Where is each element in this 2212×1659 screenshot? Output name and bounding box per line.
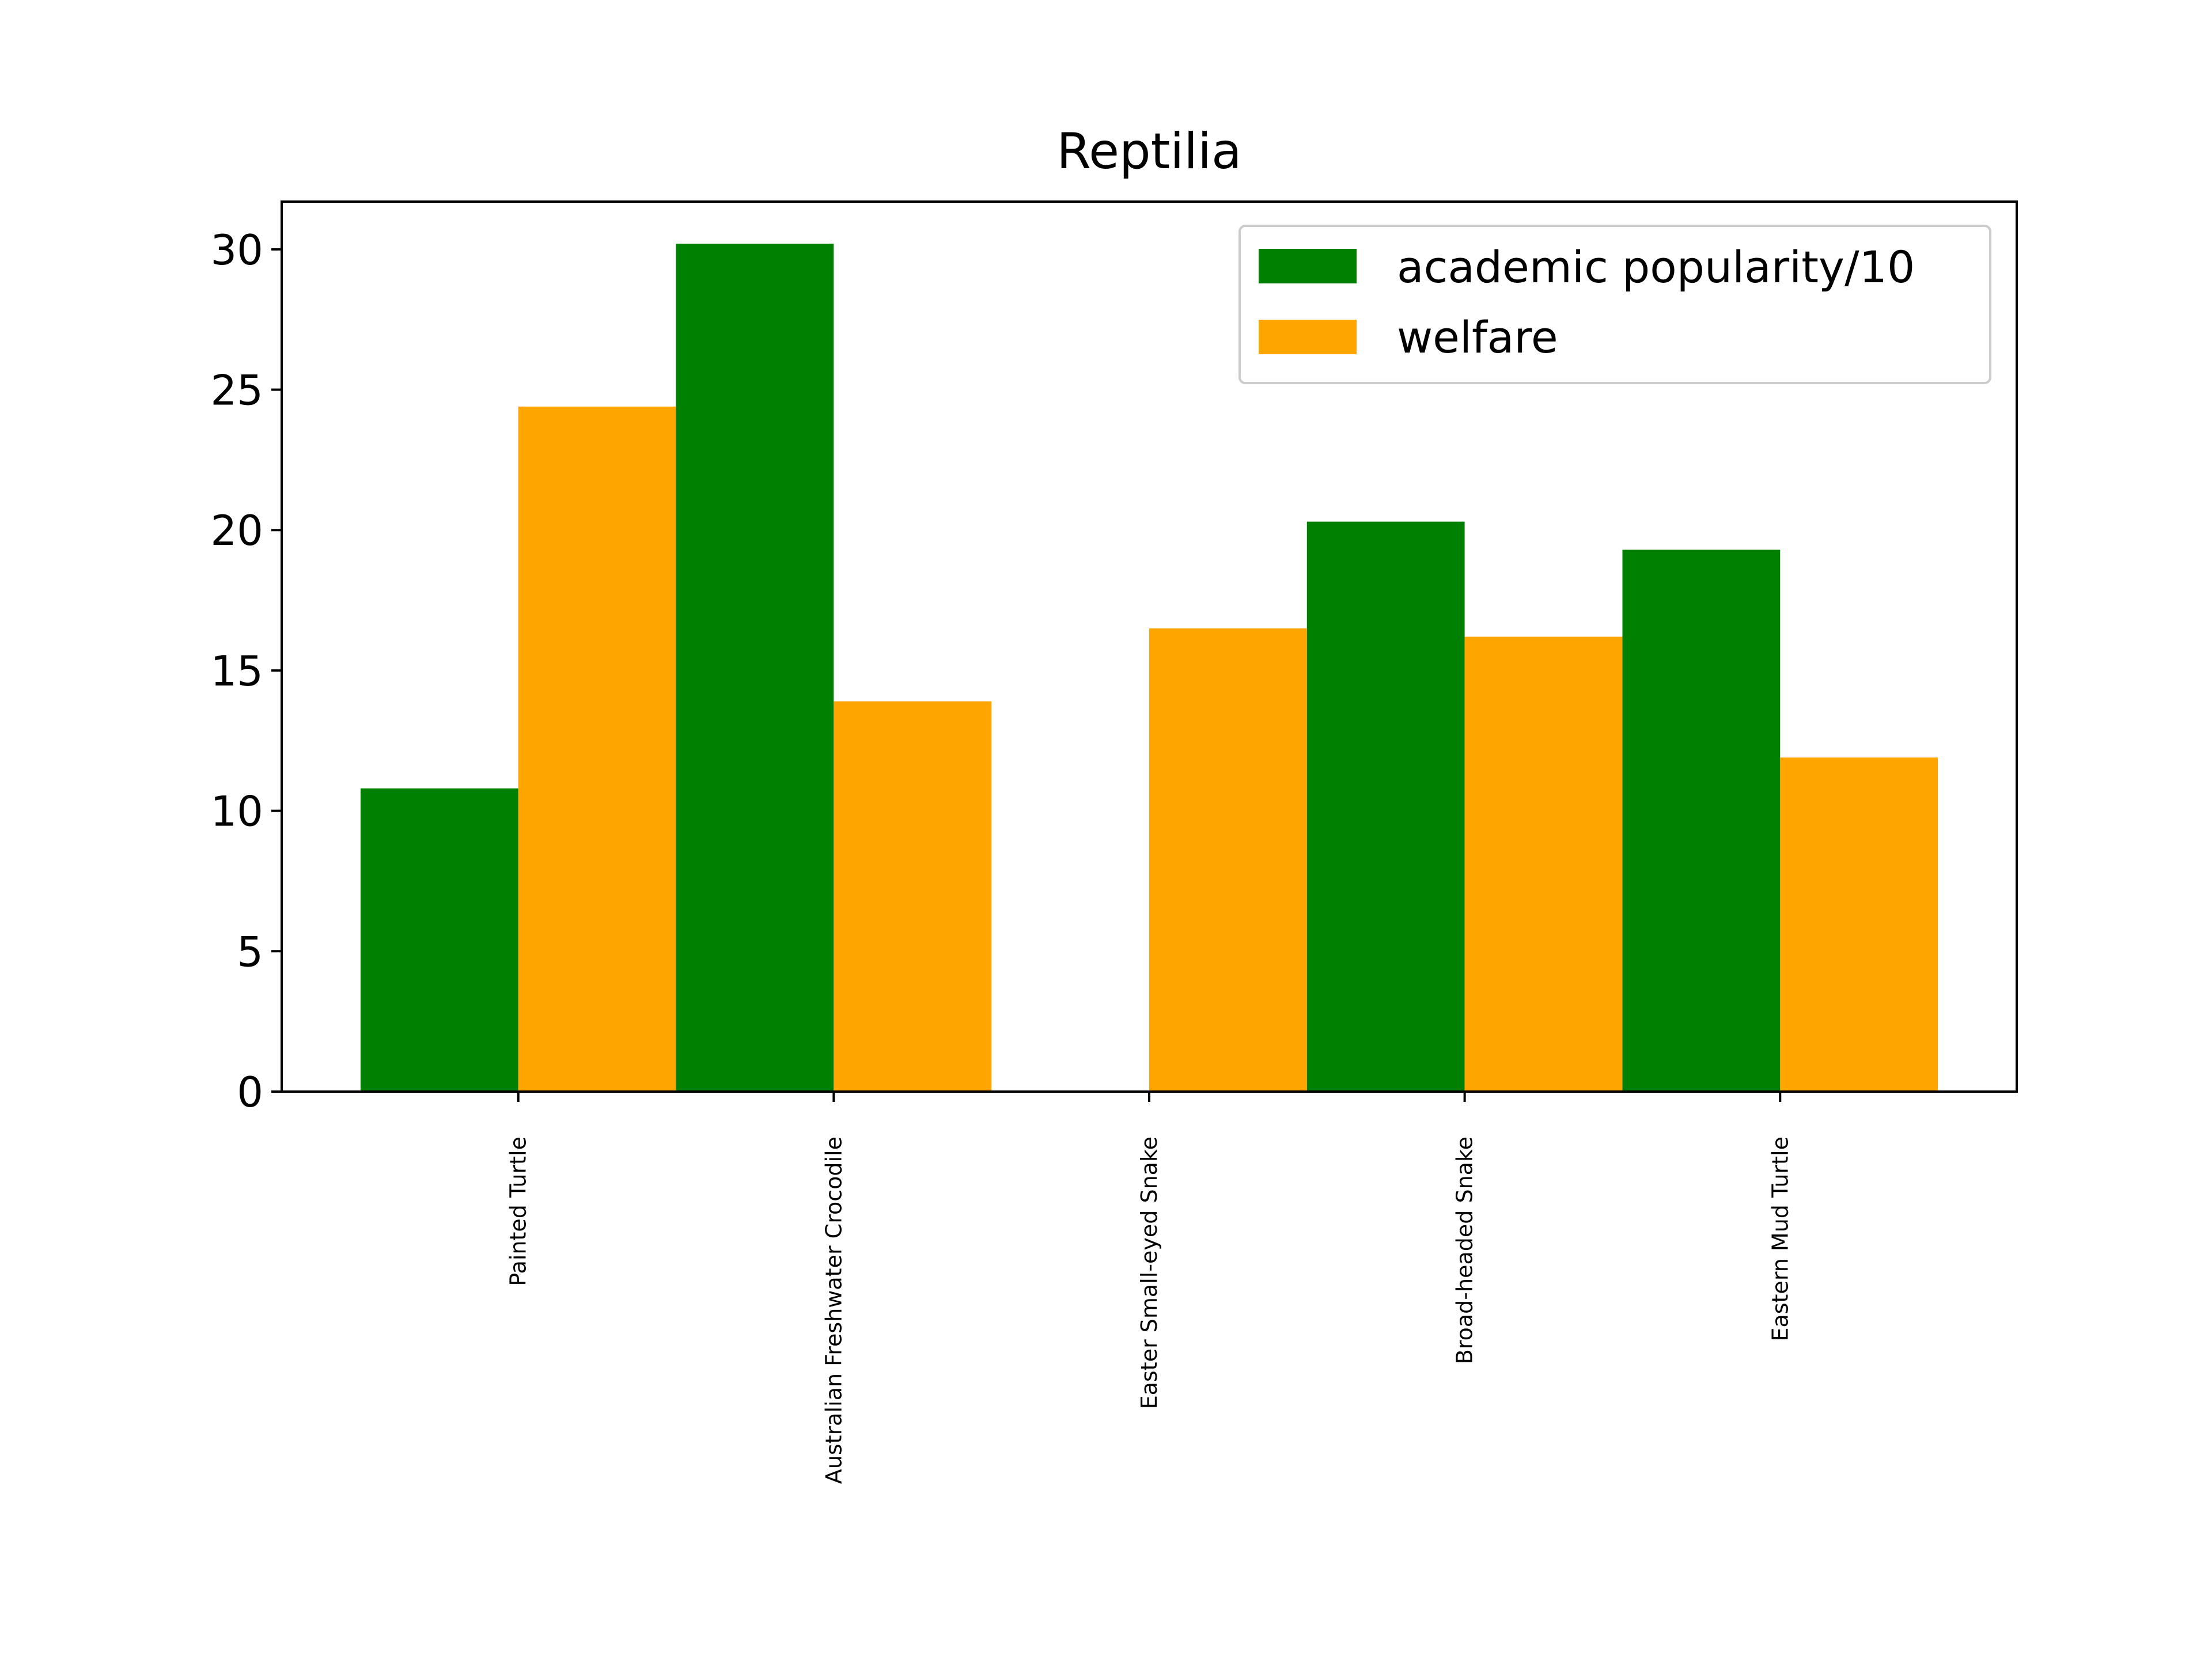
bar-academic-popularity-10-australian-freshwater-crocodile xyxy=(676,244,834,1092)
bar-welfare-broad-headed-snake xyxy=(1464,637,1623,1092)
y-axis: 0 5 10 15 20 25 30 xyxy=(210,226,282,1116)
y-tick-label: 30 xyxy=(210,226,263,274)
bar-welfare-australian-freshwater-crocodile xyxy=(834,701,992,1092)
bar-academic-popularity-10-eastern-mud-turtle xyxy=(1622,550,1781,1092)
y-tick-label: 10 xyxy=(210,787,263,836)
legend-swatch-academic-popularity xyxy=(1259,249,1357,283)
x-axis: Painted Turtle Australian Freshwater Croc… xyxy=(506,1092,1793,1484)
y-tick-label: 15 xyxy=(210,647,263,695)
y-tick-label: 25 xyxy=(210,366,263,415)
bar-academic-popularity-10-broad-headed-snake xyxy=(1306,521,1465,1092)
chart-title: Reptilia xyxy=(1056,123,1242,180)
x-tick-label: Easter Small-eyed Snake xyxy=(1137,1137,1162,1409)
legend-label-academic-popularity: academic popularity/10 xyxy=(1397,241,1915,293)
x-tick-label: Australian Freshwater Crocodile xyxy=(821,1137,846,1484)
bar-welfare-easter-small-eyed-snake xyxy=(1149,628,1307,1092)
legend-swatch-welfare xyxy=(1259,320,1357,354)
x-tick-label: Painted Turtle xyxy=(506,1137,531,1286)
bar-welfare-eastern-mud-turtle xyxy=(1780,757,1938,1092)
y-tick-label: 0 xyxy=(237,1068,263,1116)
legend-label-welfare: welfare xyxy=(1397,312,1558,363)
x-tick-label: Eastern Mud Turtle xyxy=(1767,1137,1793,1342)
legend: academic popularity/10 welfare xyxy=(1238,225,1991,384)
bar-academic-popularity-10-painted-turtle xyxy=(360,788,518,1092)
bars-group xyxy=(360,244,1938,1092)
x-tick-label: Broad-headed Snake xyxy=(1452,1137,1478,1364)
y-tick-label: 5 xyxy=(237,927,263,976)
legend-box xyxy=(1238,225,1991,384)
y-tick-label: 20 xyxy=(210,506,263,555)
bar-welfare-painted-turtle xyxy=(518,406,676,1092)
